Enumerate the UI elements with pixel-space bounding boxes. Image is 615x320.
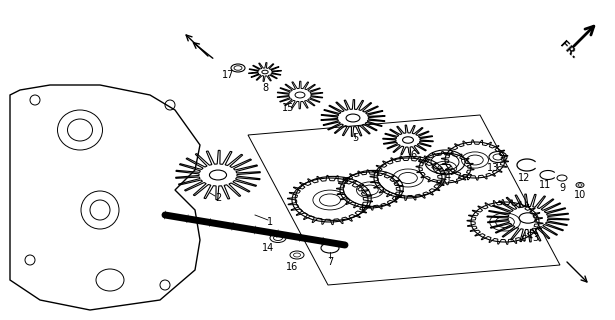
Text: 16: 16 (286, 262, 298, 272)
Text: 2: 2 (215, 193, 221, 203)
Text: 3: 3 (532, 233, 538, 243)
Text: 4: 4 (445, 172, 451, 182)
Text: 7: 7 (327, 257, 333, 267)
Text: 10: 10 (574, 190, 586, 200)
Text: 5: 5 (352, 133, 358, 143)
Text: 15: 15 (282, 103, 294, 113)
Text: 14: 14 (262, 243, 274, 253)
Text: 11: 11 (539, 180, 551, 190)
Text: 8: 8 (262, 83, 268, 93)
Text: FR.: FR. (557, 39, 579, 61)
Text: 1: 1 (267, 217, 273, 227)
Text: 13: 13 (487, 163, 499, 173)
Text: 12: 12 (518, 173, 530, 183)
Text: 9: 9 (559, 183, 565, 193)
Text: 6: 6 (410, 150, 416, 160)
Text: 17: 17 (222, 70, 234, 80)
